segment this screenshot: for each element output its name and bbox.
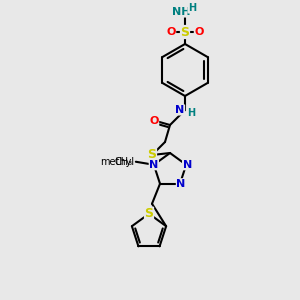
- Text: N: N: [149, 160, 158, 170]
- Text: S: S: [145, 207, 154, 220]
- Text: CH₃: CH₃: [115, 157, 133, 167]
- Text: O: O: [194, 27, 204, 37]
- Text: NH: NH: [172, 7, 190, 17]
- Text: N: N: [176, 105, 184, 115]
- Text: methyl: methyl: [100, 157, 134, 167]
- Text: S: S: [148, 148, 157, 161]
- Text: H: H: [188, 3, 196, 13]
- Text: N: N: [176, 179, 186, 189]
- Text: O: O: [166, 27, 176, 37]
- Text: H: H: [187, 108, 195, 118]
- Text: O: O: [149, 116, 159, 126]
- Text: S: S: [181, 26, 190, 38]
- Text: N: N: [182, 160, 192, 170]
